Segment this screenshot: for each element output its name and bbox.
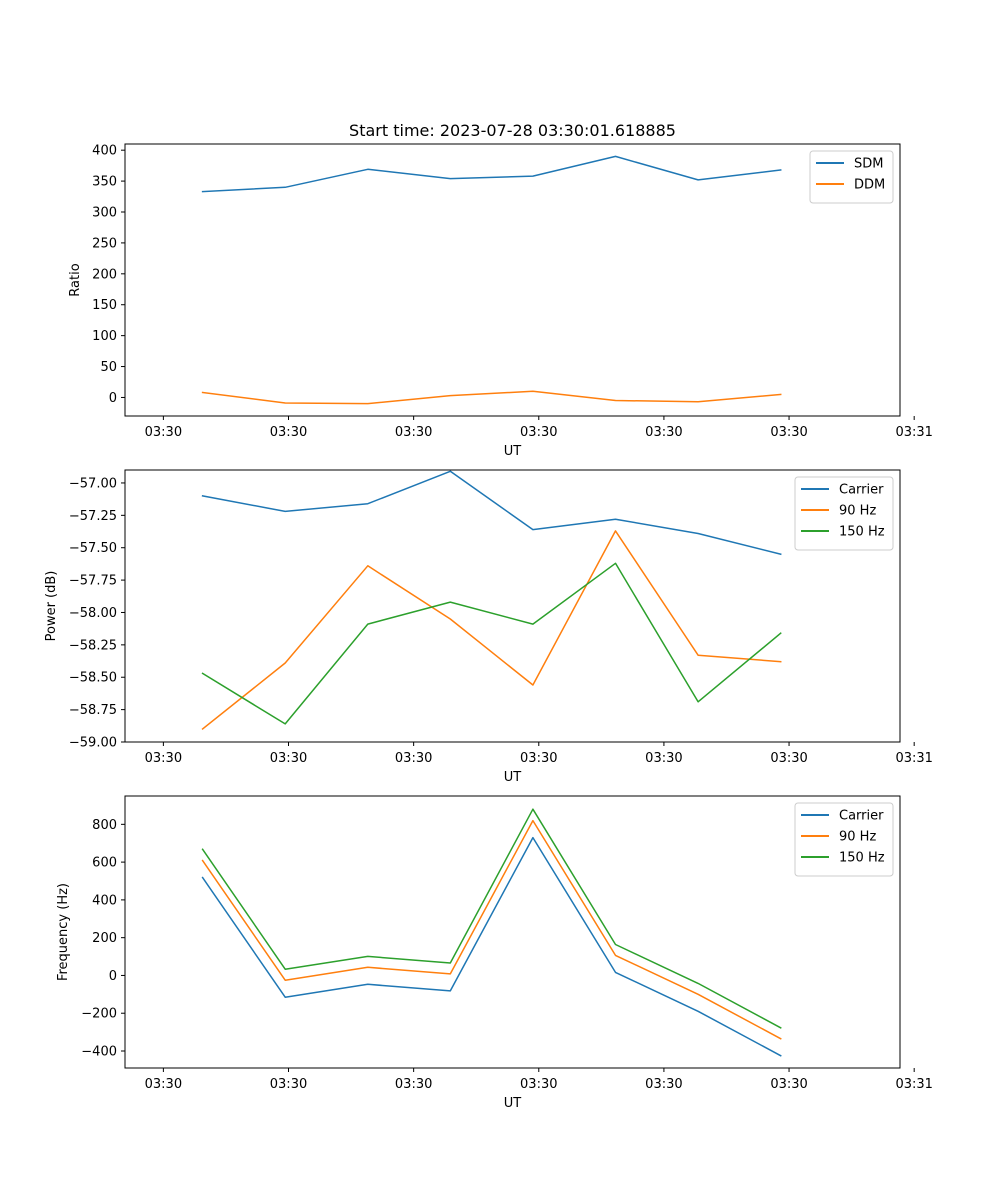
legend-entry: SDM bbox=[854, 157, 883, 172]
x-tick-label: 03:30 bbox=[145, 1077, 182, 1092]
y-tick-label: 600 bbox=[92, 856, 117, 871]
x-tick-label: 03:31 bbox=[895, 1077, 932, 1092]
series-line-90-hz bbox=[201, 819, 782, 1040]
legend-entry: 90 Hz bbox=[839, 504, 876, 519]
legend-entry: DDM bbox=[854, 178, 885, 193]
x-tick-label: 03:30 bbox=[395, 751, 432, 766]
series-line-ddm bbox=[201, 390, 782, 405]
y-tick-label: −400 bbox=[81, 1045, 117, 1060]
x-tick-label: 03:30 bbox=[520, 751, 557, 766]
x-tick-label: 03:31 bbox=[895, 425, 932, 440]
y-tick-label: −58.00 bbox=[69, 606, 117, 621]
y-tick-label: 0 bbox=[109, 391, 117, 406]
x-tick-label: 03:30 bbox=[645, 1077, 682, 1092]
x-tick-label: 03:30 bbox=[520, 1077, 557, 1092]
x-axis-label: UT bbox=[504, 444, 522, 459]
x-tick-label: 03:30 bbox=[145, 425, 182, 440]
x-tick-label: 03:30 bbox=[270, 1077, 307, 1092]
y-tick-label: −58.50 bbox=[69, 671, 117, 686]
x-tick-label: 03:30 bbox=[520, 425, 557, 440]
y-tick-label: −59.00 bbox=[69, 736, 117, 751]
y-tick-label: −200 bbox=[81, 1007, 117, 1022]
y-tick-label: −57.50 bbox=[69, 541, 117, 556]
legend-entry: 90 Hz bbox=[839, 830, 876, 845]
chart-panel-3: 03:30 03:30 03:30 03:30 03:30 03:30 03:31 −400 −… bbox=[56, 795, 933, 1111]
x-tick-label: 03:30 bbox=[770, 425, 807, 440]
x-tick-label: 03:30 bbox=[270, 425, 307, 440]
y-tick-label: 250 bbox=[92, 236, 117, 251]
x-tick-label: 03:30 bbox=[145, 751, 182, 766]
y-tick-label: 200 bbox=[92, 267, 117, 282]
y-axis-label: Ratio bbox=[68, 263, 83, 296]
series-line-carrier bbox=[201, 836, 782, 1057]
x-axis-label: UT bbox=[504, 1096, 522, 1111]
x-axis-label: UT bbox=[504, 770, 522, 785]
y-tick-label: −57.25 bbox=[69, 509, 117, 524]
x-tick-label: 03:30 bbox=[270, 751, 307, 766]
legend: Carrier 90 Hz 150 Hz bbox=[794, 476, 894, 551]
y-tick-label: 0 bbox=[109, 969, 117, 984]
series-line-90-hz bbox=[201, 530, 782, 731]
y-tick-label: −58.25 bbox=[69, 638, 117, 653]
chart-panel-1: Start time: 2023-07-28 03:30:01.61888503… bbox=[68, 121, 933, 459]
y-tick-label: 800 bbox=[92, 818, 117, 833]
y-tick-label: 100 bbox=[92, 329, 117, 344]
x-tick-label: 03:30 bbox=[770, 751, 807, 766]
legend-entry: 150 Hz bbox=[839, 525, 885, 540]
legend-entry: Carrier bbox=[839, 483, 884, 498]
y-tick-label: −57.00 bbox=[69, 476, 117, 491]
legend: SDM DDM bbox=[809, 150, 894, 204]
series-line-150-hz bbox=[201, 562, 782, 725]
series-line-carrier bbox=[201, 470, 782, 556]
y-axis-label: Power (dB) bbox=[44, 571, 59, 642]
x-tick-label: 03:30 bbox=[645, 425, 682, 440]
chart-panel-2: 03:30 03:30 03:30 03:30 03:30 03:30 03:31 −59.0… bbox=[44, 469, 933, 785]
y-axis-label: Frequency (Hz) bbox=[56, 883, 71, 981]
y-tick-label: 50 bbox=[100, 360, 117, 375]
series-line-150-hz bbox=[201, 808, 782, 1029]
x-tick-label: 03:30 bbox=[395, 1077, 432, 1092]
legend-entry: Carrier bbox=[839, 809, 884, 824]
x-tick-label: 03:30 bbox=[770, 1077, 807, 1092]
y-tick-label: 400 bbox=[92, 893, 117, 908]
y-tick-label: −57.75 bbox=[69, 574, 117, 589]
x-tick-label: 03:30 bbox=[645, 751, 682, 766]
plot-frame bbox=[124, 795, 901, 1069]
plot-frame bbox=[124, 143, 901, 417]
y-tick-label: 400 bbox=[92, 144, 117, 159]
y-tick-label: −58.75 bbox=[69, 703, 117, 718]
y-tick-label: 350 bbox=[92, 175, 117, 190]
x-tick-label: 03:31 bbox=[895, 751, 932, 766]
legend: Carrier 90 Hz 150 Hz bbox=[794, 802, 894, 877]
y-tick-label: 300 bbox=[92, 206, 117, 221]
y-tick-label: 200 bbox=[92, 931, 117, 946]
x-tick-label: 03:30 bbox=[395, 425, 432, 440]
series-line-sdm bbox=[201, 155, 782, 193]
y-tick-label: 150 bbox=[92, 298, 117, 313]
plot-frame bbox=[124, 469, 901, 743]
legend-entry: 150 Hz bbox=[839, 851, 885, 866]
chart-title: Start time: 2023-07-28 03:30:01.618885 bbox=[349, 121, 676, 140]
